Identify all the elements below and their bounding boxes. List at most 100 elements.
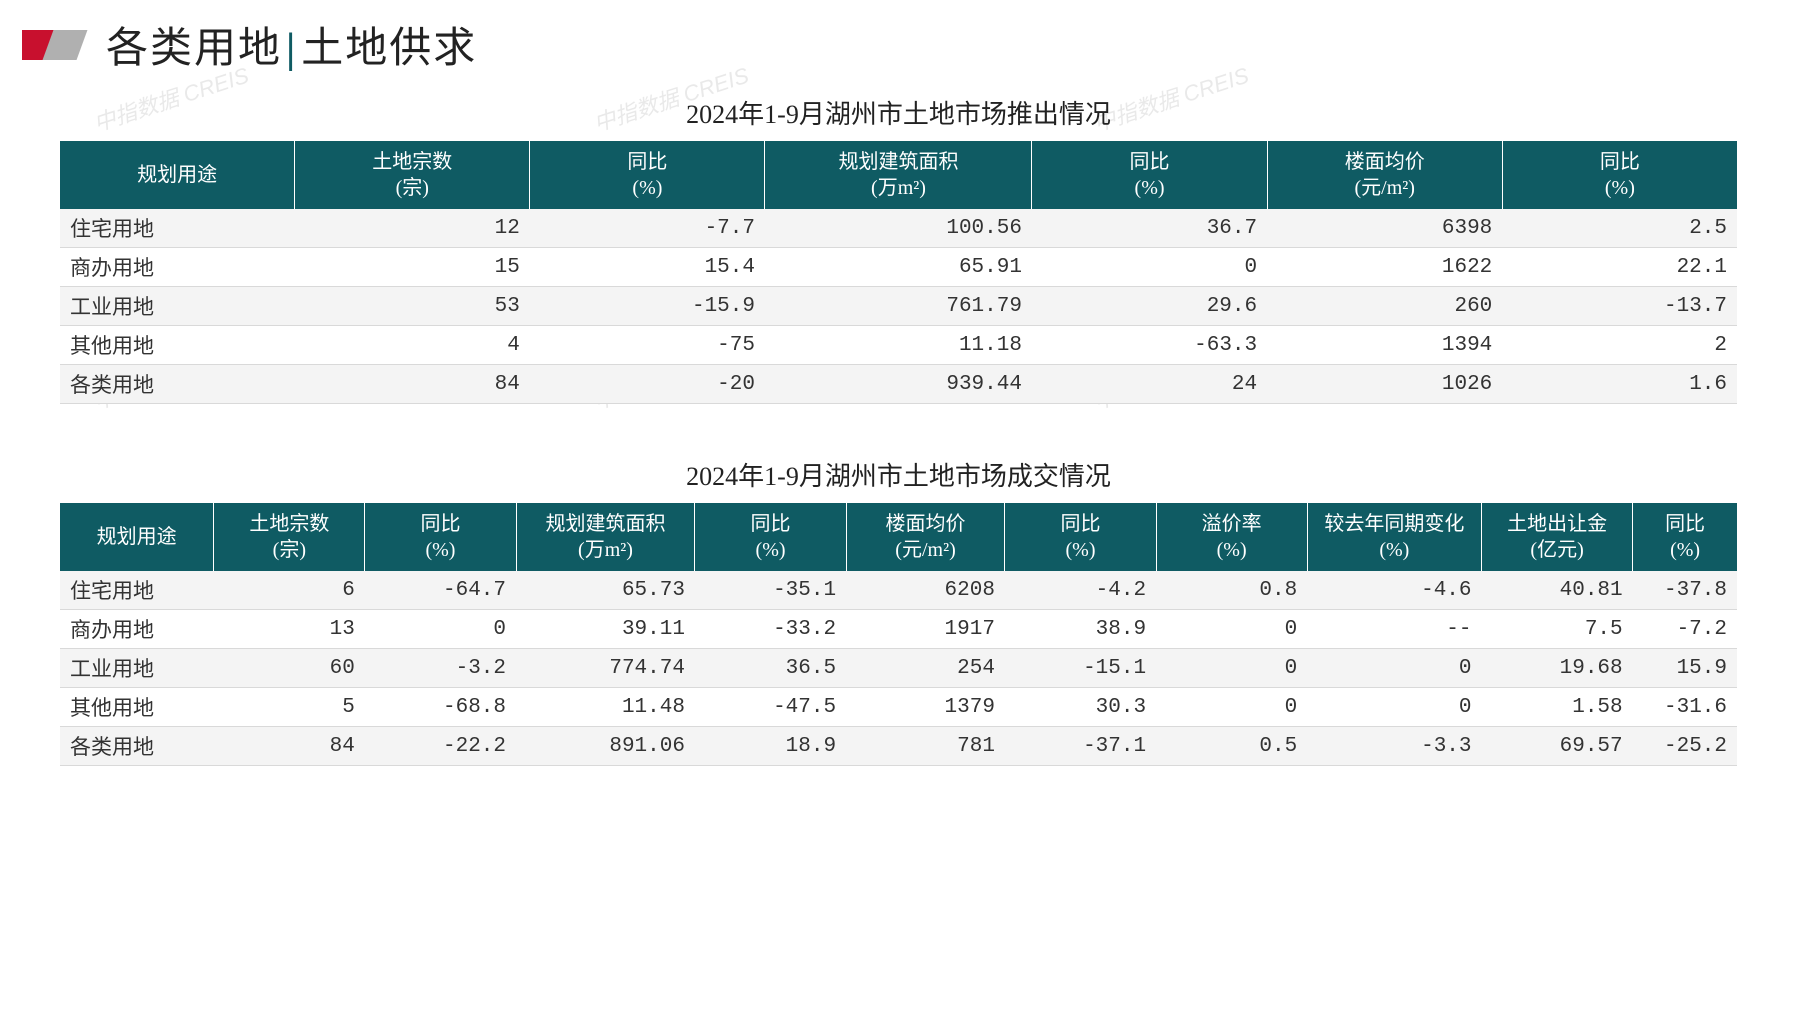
table1-cell: -20 [530, 365, 765, 404]
table1-col-1: 土地宗数(宗) [295, 141, 530, 209]
table2-col-2: 同比(%) [365, 503, 516, 571]
table2-cell: -22.2 [365, 727, 516, 766]
table2-header-row: 规划用途土地宗数(宗)同比(%)规划建筑面积(万m²)同比(%)楼面均价(元/m… [60, 503, 1737, 571]
table2-cell: 38.9 [1005, 610, 1156, 649]
table1-row: 住宅用地12-7.7100.5636.763982.5 [60, 209, 1737, 248]
page-header: 各类用地|土地供求 [22, 14, 477, 75]
table1-cell: 761.79 [765, 287, 1032, 326]
table2-col-3: 规划建筑面积(万m²) [516, 503, 695, 571]
table2-cell: 69.57 [1482, 727, 1633, 766]
table1-row: 工业用地53-15.9761.7929.6260-13.7 [60, 287, 1737, 326]
table2-cell: -64.7 [365, 571, 516, 610]
table2-cell: 5 [214, 688, 365, 727]
table2-cell: 11.48 [516, 688, 695, 727]
table1-row-label: 住宅用地 [60, 209, 295, 248]
table1-row-label: 工业用地 [60, 287, 295, 326]
table2-cell: -3.3 [1307, 727, 1481, 766]
table1-cell: 1394 [1267, 326, 1502, 365]
table2-cell: 254 [846, 649, 1005, 688]
table1-cell: 11.18 [765, 326, 1032, 365]
table2-row: 工业用地60-3.2774.7436.5254-15.10019.6815.9 [60, 649, 1737, 688]
table1-cell: 24 [1032, 365, 1267, 404]
table1-cell: 12 [295, 209, 530, 248]
table2-col-7: 溢价率(%) [1156, 503, 1307, 571]
table2-col-9: 土地出让金(亿元) [1482, 503, 1633, 571]
table1-cell: 84 [295, 365, 530, 404]
table2-row: 商办用地13039.11-33.2191738.90--7.5-7.2 [60, 610, 1737, 649]
table2-col-8: 较去年同期变化(%) [1307, 503, 1481, 571]
table1-cell: 100.56 [765, 209, 1032, 248]
table2-col-5: 楼面均价(元/m²) [846, 503, 1005, 571]
table2-cell: 1.58 [1482, 688, 1633, 727]
table1-cell: 260 [1267, 287, 1502, 326]
table2-cell: -- [1307, 610, 1481, 649]
table1-row-label: 各类用地 [60, 365, 295, 404]
table1-cell: 15.4 [530, 248, 765, 287]
table1-title: 2024年1-9月湖州市土地市场推出情况 [60, 94, 1737, 131]
table2-row-label: 其他用地 [60, 688, 214, 727]
table2-cell: 7.5 [1482, 610, 1633, 649]
table2-cell: 0.5 [1156, 727, 1307, 766]
table1-col-4: 同比(%) [1032, 141, 1267, 209]
table2-row: 住宅用地6-64.765.73-35.16208-4.20.8-4.640.81… [60, 571, 1737, 610]
table2-cell: 1917 [846, 610, 1005, 649]
table2-cell: 0 [1156, 610, 1307, 649]
table2-row: 各类用地84-22.2891.0618.9781-37.10.5-3.369.5… [60, 727, 1737, 766]
table2-cell: 30.3 [1005, 688, 1156, 727]
table1-col-2: 同比(%) [530, 141, 765, 209]
table1-cell: 0 [1032, 248, 1267, 287]
page-title-left: 各类用地 [106, 26, 282, 72]
table2-cell: 60 [214, 649, 365, 688]
table2-cell: 13 [214, 610, 365, 649]
table2-col-0: 规划用途 [60, 503, 214, 571]
table2-row-label: 商办用地 [60, 610, 214, 649]
table1-cell: 4 [295, 326, 530, 365]
table1-cell: 22.1 [1502, 248, 1737, 287]
table2-cell: -37.1 [1005, 727, 1156, 766]
table1-cell: -7.7 [530, 209, 765, 248]
table2-col-10: 同比(%) [1633, 503, 1737, 571]
table2-cell: 0 [1307, 688, 1481, 727]
table1-row: 其他用地4-7511.18-63.313942 [60, 326, 1737, 365]
table2-row-label: 各类用地 [60, 727, 214, 766]
table2-cell: -47.5 [695, 688, 846, 727]
table2-cell: 36.5 [695, 649, 846, 688]
table2-cell: -25.2 [1633, 727, 1737, 766]
table1-row-label: 商办用地 [60, 248, 295, 287]
table1-col-5: 楼面均价(元/m²) [1267, 141, 1502, 209]
table1-cell: -63.3 [1032, 326, 1267, 365]
land-supply-section: 2024年1-9月湖州市土地市场推出情况 规划用途土地宗数(宗)同比(%)规划建… [60, 94, 1737, 404]
table2-cell: 781 [846, 727, 1005, 766]
table2-cell: 6208 [846, 571, 1005, 610]
table1-cell: 15 [295, 248, 530, 287]
table2-body: 住宅用地6-64.765.73-35.16208-4.20.8-4.640.81… [60, 571, 1737, 766]
table1-cell: 2 [1502, 326, 1737, 365]
table1-cell: 2.5 [1502, 209, 1737, 248]
table1-row-label: 其他用地 [60, 326, 295, 365]
table1-cell: -13.7 [1502, 287, 1737, 326]
table1-cell: 939.44 [765, 365, 1032, 404]
table1-cell: 36.7 [1032, 209, 1267, 248]
table2-cell: 40.81 [1482, 571, 1633, 610]
page-title-right: 土地供求 [301, 26, 477, 72]
table2-cell: -35.1 [695, 571, 846, 610]
table1-cell: 29.6 [1032, 287, 1267, 326]
table2-col-4: 同比(%) [695, 503, 846, 571]
table1: 规划用途土地宗数(宗)同比(%)规划建筑面积(万m²)同比(%)楼面均价(元/m… [60, 141, 1737, 404]
table1-cell: 1026 [1267, 365, 1502, 404]
page-title: 各类用地|土地供求 [106, 14, 477, 75]
table2-cell: 774.74 [516, 649, 695, 688]
table2-cell: -31.6 [1633, 688, 1737, 727]
table2-row: 其他用地5-68.811.48-47.5137930.3001.58-31.6 [60, 688, 1737, 727]
table2-title: 2024年1-9月湖州市土地市场成交情况 [60, 456, 1737, 493]
table1-row: 商办用地1515.465.910162222.1 [60, 248, 1737, 287]
table2-cell: -7.2 [1633, 610, 1737, 649]
table2-cell: 19.68 [1482, 649, 1633, 688]
table2-cell: -4.6 [1307, 571, 1481, 610]
table2-cell: 891.06 [516, 727, 695, 766]
table2-row-label: 工业用地 [60, 649, 214, 688]
table2-cell: 39.11 [516, 610, 695, 649]
table2-cell: -68.8 [365, 688, 516, 727]
table1-col-3: 规划建筑面积(万m²) [765, 141, 1032, 209]
title-separator: | [282, 26, 301, 72]
